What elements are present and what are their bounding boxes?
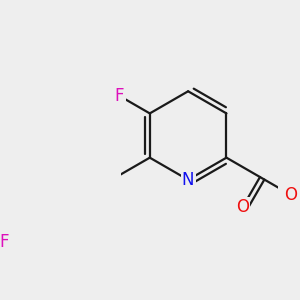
Text: F: F <box>115 87 124 105</box>
Text: F: F <box>0 232 9 250</box>
Text: O: O <box>236 198 249 216</box>
Text: N: N <box>182 171 194 189</box>
Text: O: O <box>284 185 297 203</box>
